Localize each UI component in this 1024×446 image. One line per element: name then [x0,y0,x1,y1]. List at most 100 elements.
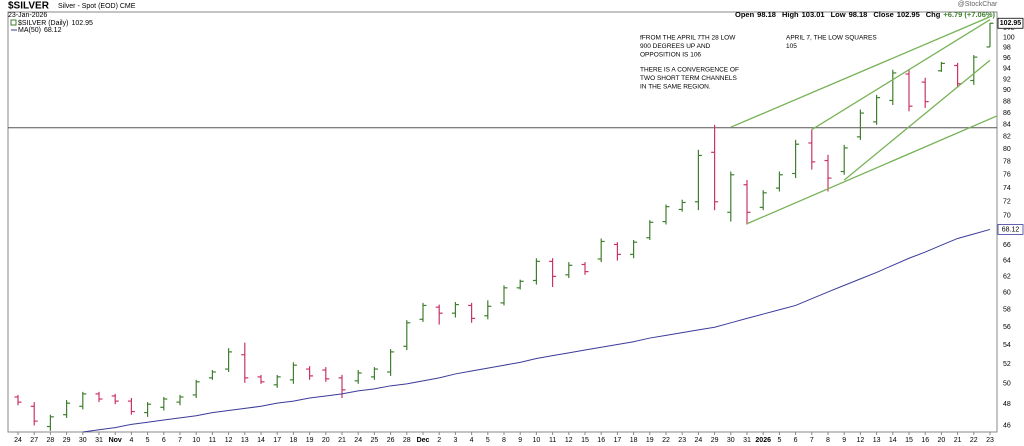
stat-value: 98.18 [849,10,868,19]
x-tick-label: 5 [486,437,490,444]
y-tick-label: 96 [1003,55,1011,62]
x-tick-label: 27 [30,437,38,444]
y-tick-label: 64 [1003,257,1011,264]
y-tick-label: 70 [1003,213,1011,220]
x-tick-label: 20 [938,437,946,444]
x-tick-label: 6 [162,437,166,444]
x-tick-label: 16 [921,437,929,444]
x-tick-label: 25 [371,437,379,444]
x-tick-label: 11 [549,437,556,444]
x-tick-label: 22 [662,437,670,444]
x-tick-label: 31 [743,437,751,444]
x-tick-label: 5 [777,437,781,444]
x-tick-label: 4 [129,437,133,444]
x-tick-label: Nov [109,437,122,444]
x-tick-label: 2 [437,437,441,444]
x-tick-label: 9 [518,437,522,444]
y-tick-label: 48 [1003,401,1011,408]
x-tick-label: 17 [273,437,281,444]
x-tick-label: 14 [257,437,265,444]
y-tick-label: 50 [1003,381,1011,388]
x-tick-label: 29 [711,437,719,444]
y-tick-label: 82 [1003,134,1011,141]
x-tick-label: 28 [47,437,55,444]
stat-value: 103.01 [802,10,825,19]
x-tick-label: 24 [14,437,22,444]
y-tick-label: 46 [1003,422,1011,429]
x-tick-label: 10 [533,437,541,444]
chart-subtitle: Silver - Spot (EOD) CME [58,3,136,10]
x-tick-label: 17 [614,437,622,444]
x-tick-label: 21 [338,437,346,444]
y-tick-label: 76 [1003,172,1011,179]
y-tick-label: 90 [1003,87,1011,94]
annotation: 900 DEGREES UP AND [640,43,711,50]
y-tick-label: 94 [1003,66,1011,73]
x-tick-label: 14 [889,437,897,444]
y-tick-label: 74 [1003,185,1011,192]
annotation: OPPOSITION IS 106 [640,52,701,59]
x-tick-label: 18 [630,437,638,444]
x-tick-label: 12 [857,437,865,444]
x-tick-label: 30 [79,437,87,444]
legend-value: 102.95 [71,20,93,27]
stat-label: Close [873,10,893,19]
x-tick-label: 9 [842,437,846,444]
x-tick-label: 11 [209,437,216,444]
x-tick-label: 5 [146,437,150,444]
x-tick-label: 7 [810,437,814,444]
x-tick-label: 2026 [755,437,771,444]
stat-label: Chg [926,10,941,19]
y-tick-label: 98 [1003,45,1011,52]
price-tag [997,224,1024,235]
y-tick-label: 54 [1003,342,1011,349]
x-tick-label: 12 [565,437,573,444]
y-tick-label: 52 [1003,361,1011,368]
legend-entry: MA(50) 68.12 [18,27,62,34]
y-tick-label: 72 [1003,199,1011,206]
annotation: APRIL 7, THE LOW SQUARES [786,35,877,42]
x-tick-label: 20 [322,437,330,444]
y-tick-label: 100 [1003,35,1015,42]
x-tick-label: 3 [453,437,457,444]
watermark: @StockCharts.com [958,1,1019,8]
stats-line: Open 98.18 High 103.01 Low 98.18 Close 102.95 Ch… [735,10,996,19]
chart-title: $SILVER [8,1,50,12]
annotation: fFROM THE APRIL 7TH 28 LOW [640,35,736,42]
x-tick-label: 15 [905,437,913,444]
annotation: IN THE SAME REGION. [640,84,711,91]
x-tick-label: 16 [597,437,605,444]
legend-entry: $SILVER (Daily) 102.95 [18,20,93,27]
trendline [730,16,991,128]
stat-value: 102.95 [897,10,920,19]
x-tick-label: 21 [954,437,962,444]
x-tick-label: 24 [354,437,362,444]
x-tick-label: 7 [178,437,182,444]
x-tick-label: 8 [826,437,830,444]
y-tick-label: 60 [1003,290,1011,297]
x-tick-label: 12 [225,437,233,444]
x-tick-label: 13 [241,437,249,444]
x-tick-label: 22 [970,437,978,444]
y-tick-label: 88 [1003,98,1011,105]
price-tag-label: 68.12 [1002,226,1020,233]
x-tick-label: 8 [502,437,506,444]
x-tick-label: 19 [306,437,314,444]
x-tick-label: 4 [470,437,474,444]
stat-change: +6.79 (+7.06%) [943,10,995,19]
chart-date: 23-Jan-2026 [8,12,47,19]
y-tick-label: 80 [1003,146,1011,153]
y-tick-label: 56 [1003,324,1011,331]
legend-name: $SILVER (Daily) [18,20,68,27]
stat-label: High [782,10,799,19]
y-tick-label: 62 [1003,273,1011,280]
x-tick-label: 23 [678,437,686,444]
y-tick-label: 92 [1003,76,1011,83]
annotation: 105 [786,43,797,50]
x-tick-label: 15 [581,437,589,444]
stat-label: Low [831,10,846,19]
x-tick-label: 31 [95,437,103,444]
stat-value: 98.18 [757,10,776,19]
price-tag [997,17,1024,29]
